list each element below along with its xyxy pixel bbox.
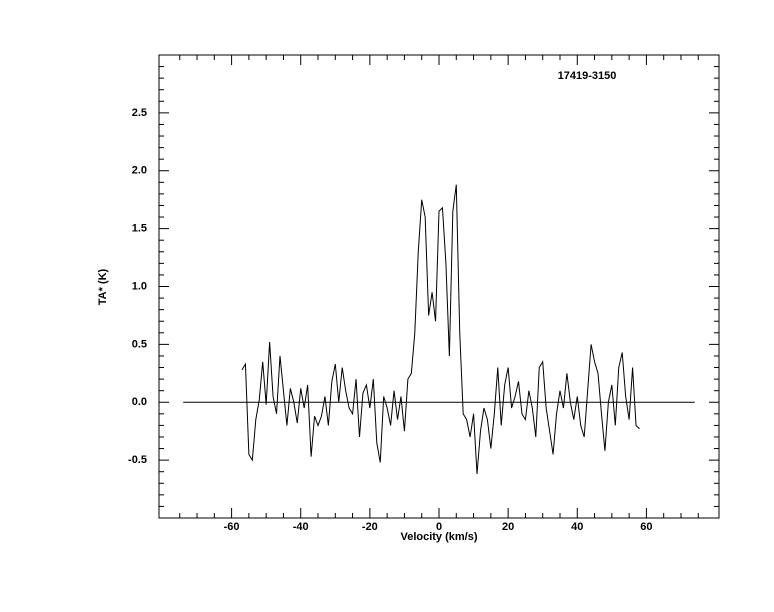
x-tick-label: -60 [224, 521, 240, 533]
x-tick-label: 40 [571, 521, 583, 533]
chart-title: 17419-3150 [558, 70, 617, 82]
y-tick-label: 0.0 [132, 396, 147, 408]
plot-frame [158, 54, 720, 519]
y-tick-label: 2.0 [132, 165, 147, 177]
x-axis-label: Velocity (km/s) [400, 531, 477, 543]
x-tick-label: 60 [640, 521, 652, 533]
y-tick-label: 1.0 [132, 280, 147, 292]
x-tick-label: -40 [293, 521, 309, 533]
x-tick-label: 0 [436, 521, 442, 533]
y-tick-label: 2.5 [132, 107, 147, 119]
y-tick-label: 1.5 [132, 223, 147, 235]
x-tick-label: 20 [502, 521, 514, 533]
y-tick-label: 0.5 [132, 338, 147, 350]
spectrum-line [241, 184, 640, 475]
x-tick-label: -20 [362, 521, 378, 533]
y-tick-label: -0.5 [128, 454, 147, 466]
y-axis-label: TA* (K) [97, 268, 109, 305]
